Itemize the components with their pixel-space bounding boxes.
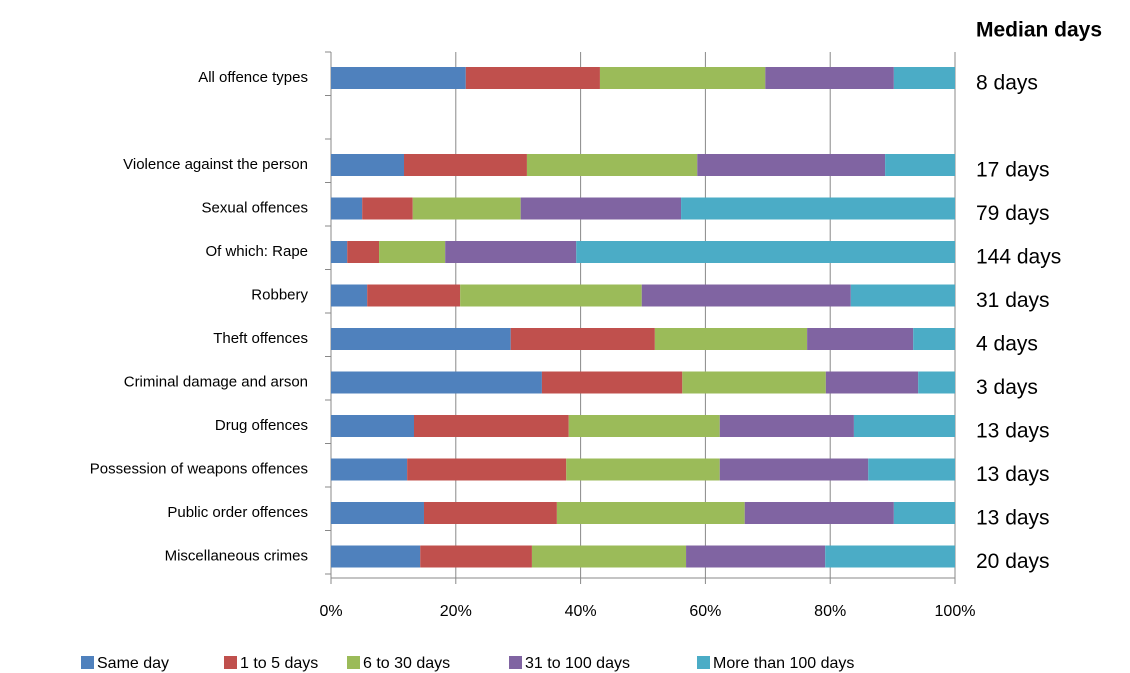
- bar-segment: [599, 67, 766, 89]
- bar-segment: [719, 458, 869, 481]
- bar-segment: [379, 241, 446, 263]
- median-days: 13 days: [976, 507, 1050, 530]
- bar-segment: [682, 371, 826, 394]
- bar-segment: [719, 415, 854, 437]
- category-label: Theft offences: [213, 330, 308, 347]
- bar-segment: [331, 502, 424, 524]
- legend-label: More than 100 days: [713, 655, 854, 672]
- bar-segment: [825, 545, 955, 568]
- category-label: Of which: Rape: [205, 243, 308, 260]
- legend-swatch: [509, 656, 522, 669]
- bar-segment: [885, 154, 955, 176]
- bar-segment: [362, 197, 413, 220]
- median-days: 3 days: [976, 376, 1038, 399]
- x-tick-label: 20%: [440, 603, 472, 620]
- median-days: 20 days: [976, 550, 1050, 573]
- bar-segment: [367, 284, 461, 307]
- legend-swatch: [697, 656, 710, 669]
- bar-segment: [404, 154, 527, 176]
- legend-label: 6 to 30 days: [363, 655, 450, 672]
- bar-segment: [412, 197, 521, 220]
- bar-segment: [850, 284, 955, 307]
- bar-segment: [893, 67, 955, 89]
- bar-segment: [445, 241, 577, 263]
- median-days-header: Median days: [976, 19, 1102, 42]
- median-days: 79 days: [976, 202, 1050, 225]
- bar-segment: [686, 545, 826, 568]
- bar-segment: [744, 502, 894, 524]
- bar-segment: [331, 154, 405, 176]
- legend-swatch: [347, 656, 360, 669]
- bar-segment: [526, 154, 698, 176]
- median-days: 31 days: [976, 289, 1050, 312]
- bar-segment: [807, 328, 914, 350]
- bar-segment: [641, 284, 851, 307]
- median-days: 8 days: [976, 72, 1038, 95]
- bar-segment: [568, 415, 720, 437]
- category-label: Drug offences: [215, 417, 308, 434]
- bar-segment: [420, 545, 532, 568]
- bar-segment: [913, 328, 955, 350]
- category-label: Violence against the person: [123, 156, 308, 173]
- bar-segment: [918, 371, 955, 394]
- x-tick-label: 80%: [814, 603, 846, 620]
- bar-segment: [853, 415, 955, 437]
- category-label: Robbery: [251, 286, 308, 303]
- bar-segment: [347, 241, 380, 263]
- bar-segment: [460, 284, 642, 307]
- legend-label: 1 to 5 days: [240, 655, 318, 672]
- bar-segment: [465, 67, 600, 89]
- legend-swatch: [81, 656, 94, 669]
- x-tick-label: 0%: [319, 603, 342, 620]
- bar-segment: [576, 241, 955, 263]
- median-days: 144 days: [976, 246, 1061, 269]
- category-label: Criminal damage and arson: [124, 373, 308, 390]
- bar-segment: [331, 415, 414, 437]
- bar-segment: [331, 284, 368, 307]
- median-days: 17 days: [976, 159, 1050, 182]
- median-days: 13 days: [976, 420, 1050, 443]
- bar-segment: [531, 545, 687, 568]
- category-label: Public order offences: [167, 504, 308, 521]
- bar-segment: [541, 371, 683, 394]
- bar-segment: [413, 415, 569, 437]
- bar-segment: [331, 458, 408, 481]
- bar-segment: [510, 328, 655, 350]
- bar-segment: [681, 197, 955, 220]
- category-label: Possession of weapons offences: [90, 460, 308, 477]
- bar-segment: [423, 502, 557, 524]
- bar-segment: [893, 502, 955, 524]
- bar-segment: [331, 545, 421, 568]
- category-label: All offence types: [198, 69, 308, 86]
- bar-segment: [566, 458, 720, 481]
- median-days: 4 days: [976, 333, 1038, 356]
- legend-label: 31 to 100 days: [525, 655, 630, 672]
- legend-swatch: [224, 656, 237, 669]
- x-tick-label: 60%: [689, 603, 721, 620]
- bar-segment: [331, 328, 511, 350]
- bar-segment: [331, 67, 466, 89]
- bar-segment: [407, 458, 567, 481]
- x-tick-label: 100%: [935, 603, 976, 620]
- bar-segment: [654, 328, 808, 350]
- bar-segment: [697, 154, 886, 176]
- bar-segment: [331, 371, 542, 394]
- bar-segment: [520, 197, 682, 220]
- category-label: Sexual offences: [202, 199, 308, 216]
- bar-segment: [331, 197, 363, 220]
- bar-segment: [556, 502, 745, 524]
- legend-label: Same day: [97, 655, 169, 672]
- bar-segment: [331, 241, 348, 263]
- bar-segment: [825, 371, 919, 394]
- bar-segment: [868, 458, 955, 481]
- median-days: 13 days: [976, 463, 1050, 486]
- x-tick-label: 40%: [565, 603, 597, 620]
- category-label: Miscellaneous crimes: [165, 547, 308, 564]
- bar-segment: [765, 67, 894, 89]
